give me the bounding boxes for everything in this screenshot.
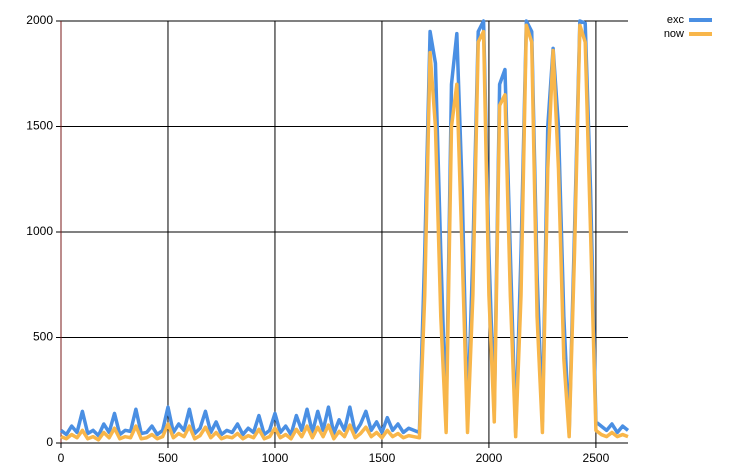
- x-tick-label: 1000: [262, 451, 289, 465]
- x-tick-label: 2500: [583, 451, 610, 465]
- x-tick-label: 1500: [369, 451, 396, 465]
- y-tick-label: 1000: [26, 224, 53, 238]
- y-tick-label: 2000: [26, 13, 53, 27]
- y-tick-label: 500: [33, 330, 53, 344]
- legend-label: now: [664, 28, 684, 40]
- series-line: [60, 23, 629, 442]
- x-tick-label: 2000: [476, 451, 503, 465]
- legend-label: exc: [667, 14, 685, 26]
- y-tick-label: 0: [46, 435, 53, 449]
- y-tick-label: 1500: [26, 119, 53, 133]
- x-tick-label: 500: [158, 451, 178, 465]
- x-tick-label: 0: [58, 451, 65, 465]
